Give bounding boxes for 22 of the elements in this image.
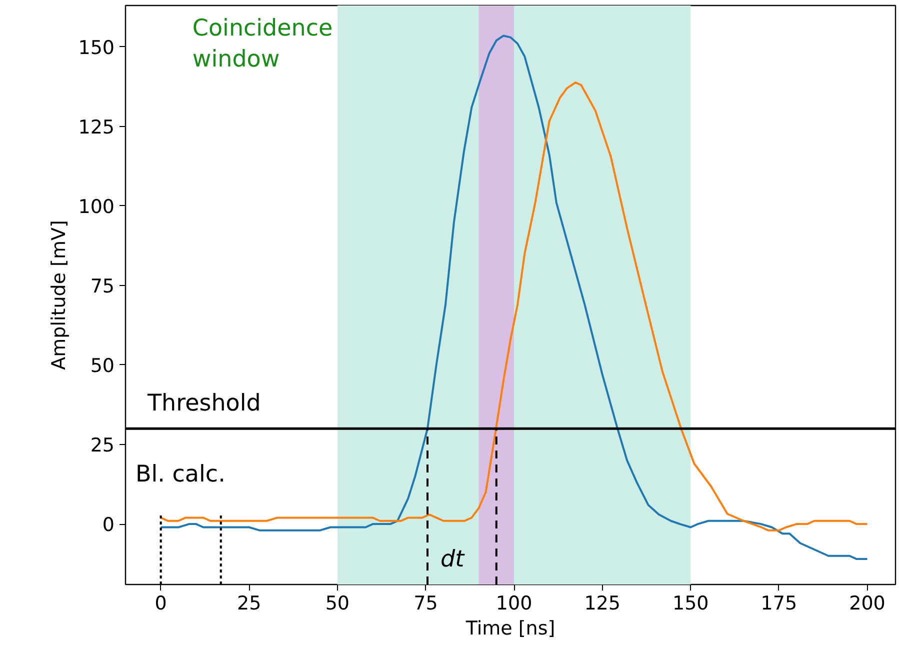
- y-tick-label: 125: [78, 116, 114, 138]
- x-tick-label: 200: [849, 592, 886, 614]
- x-axis-title: Time [ns]: [464, 618, 556, 640]
- y-tick-label: 50: [90, 354, 115, 377]
- y-tick-label: 0: [102, 514, 115, 536]
- x-tick-label: 100: [496, 592, 532, 614]
- ref-line-label: Threshold: [146, 390, 261, 417]
- x-tick-label: 175: [760, 592, 798, 614]
- x-tick-label: 50: [325, 592, 350, 614]
- annotation: dt: [440, 546, 466, 572]
- x-tick-label: 0: [154, 592, 167, 614]
- y-tick-label: 150: [78, 36, 114, 59]
- band-label: Coincidence window: [192, 16, 333, 73]
- y-axis-title: Amplitude [mV]: [48, 220, 70, 370]
- y-tick-label: 75: [90, 275, 115, 298]
- annotation: Bl. calc.: [136, 462, 226, 488]
- x-tick-label: 150: [672, 592, 709, 614]
- x-tick-label: 25: [237, 592, 262, 614]
- x-tick-label: 75: [414, 592, 438, 614]
- y-tick-label: 25: [90, 434, 115, 457]
- x-tick-label: 125: [584, 592, 620, 614]
- y-tick-label: 100: [78, 196, 114, 218]
